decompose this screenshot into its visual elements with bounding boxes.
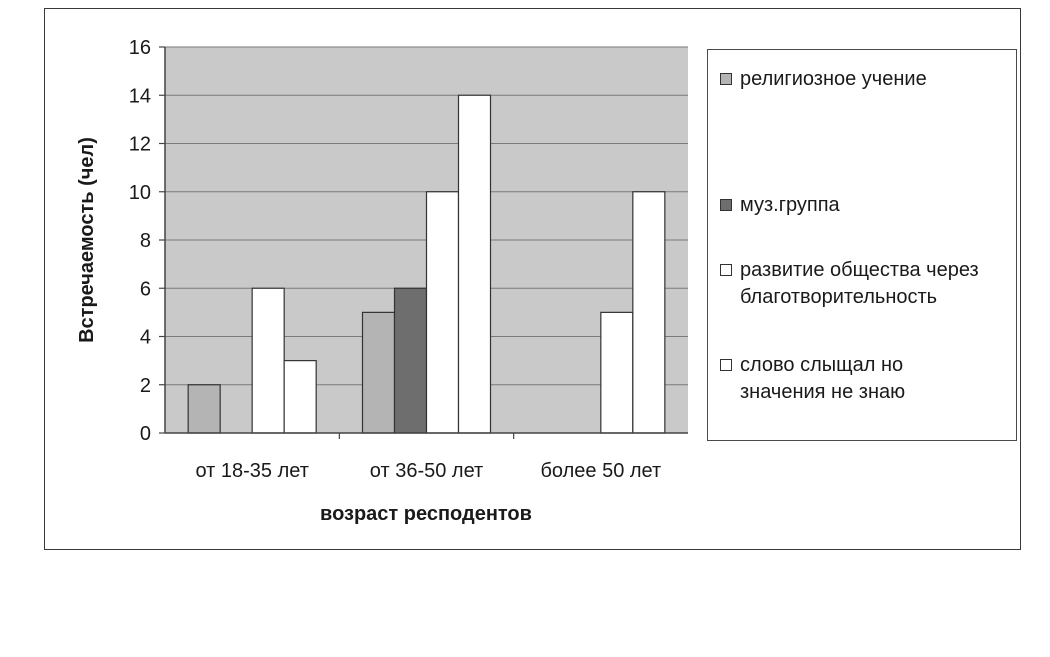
x-axis-title: возраст респодентов bbox=[320, 503, 532, 525]
bar bbox=[632, 191, 666, 434]
y-tick-labels: 0 2 4 6 8 10 12 14 16 bbox=[129, 37, 165, 445]
y-tick-label: 12 bbox=[129, 134, 151, 156]
bar bbox=[283, 360, 317, 434]
bar bbox=[251, 287, 285, 434]
x-tick-label: от 36-50 лет bbox=[370, 460, 483, 482]
bar bbox=[600, 311, 634, 434]
legend-item-heard-word: слово слыщал но значения не знаю bbox=[720, 352, 1012, 406]
legend-label: муз.группа bbox=[740, 194, 840, 216]
y-tick-label: 16 bbox=[129, 37, 151, 59]
y-tick-label: 6 bbox=[140, 278, 151, 300]
legend-swatch-society bbox=[720, 264, 732, 276]
y-tick-label: 2 bbox=[140, 375, 151, 397]
legend-swatch-heard-word bbox=[720, 359, 732, 371]
legend-swatch-music-group bbox=[720, 199, 732, 211]
chart-frame: 0 2 4 6 8 10 12 14 16 от 18-35 лет от 36-50 лет бо… bbox=[44, 8, 1021, 550]
legend-item-music-group: муз.группа bbox=[720, 192, 1012, 219]
y-tick-label: 10 bbox=[129, 182, 151, 204]
legend-label: религиозное учение bbox=[740, 68, 927, 90]
bar-chart: 0 2 4 6 8 10 12 14 16 от 18-35 лет от 36-50 лет бо… bbox=[76, 37, 688, 525]
bar bbox=[393, 287, 428, 434]
legend-label: слово слыщал но значения не знаю bbox=[740, 354, 906, 403]
y-tick-label: 0 bbox=[140, 423, 151, 445]
bar bbox=[361, 311, 396, 434]
legend-item-society: развитие общества через благотворительно… bbox=[720, 257, 1012, 311]
y-tick-label: 14 bbox=[129, 85, 151, 107]
bar bbox=[425, 191, 460, 434]
bars bbox=[187, 94, 666, 434]
bar bbox=[457, 94, 492, 434]
x-tick-label: более 50 лет bbox=[540, 460, 661, 482]
legend-swatch-religious bbox=[720, 73, 732, 85]
y-tick-label: 4 bbox=[140, 327, 151, 349]
x-tick-label: от 18-35 лет bbox=[195, 460, 308, 482]
x-tick-labels: от 18-35 лет от 36-50 лет более 50 лет bbox=[195, 433, 661, 482]
legend: религиозное учение муз.группа развитие о… bbox=[707, 49, 1017, 441]
legend-label: развитие общества через благотворительно… bbox=[740, 259, 979, 308]
y-axis-title: Встречаемость (чел) bbox=[76, 137, 98, 343]
legend-item-religious: религиозное учение bbox=[720, 66, 1012, 93]
y-tick-label: 8 bbox=[140, 230, 151, 252]
bar bbox=[187, 384, 221, 434]
